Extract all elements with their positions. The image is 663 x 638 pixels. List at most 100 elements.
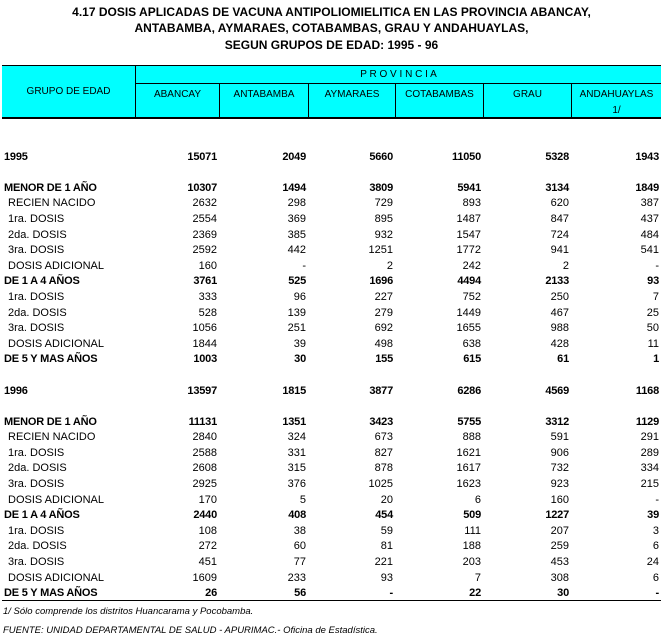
value-cell: 6: [652, 571, 659, 584]
value-cell: 20: [380, 493, 393, 506]
value-cell: -: [302, 259, 306, 272]
value-cell: 59: [380, 524, 393, 537]
table-row: MENOR DE 1 AÑO 10307 1494 3809 5941 3134 1849: [2, 181, 661, 197]
value-cell: 525: [288, 275, 306, 288]
value-cell: 96: [293, 290, 306, 303]
value-cell: 11: [647, 337, 659, 350]
value-cell: 242: [462, 259, 481, 272]
table-row: 1ra. DOSIS 333 96 227 752 250 7: [2, 290, 661, 306]
row-label: DOSIS ADICIONAL: [8, 571, 104, 584]
row-label: RECIEN NACIDO: [8, 197, 96, 210]
value-cell: 93: [647, 275, 659, 288]
value-cell: 56: [294, 587, 306, 600]
source-note: FUENTE: UNIDAD DEPARTAMENTAL DE SALUD - …: [3, 625, 378, 636]
row-label: DE 1 A 4 AÑOS: [4, 275, 80, 288]
value-cell: 2369: [192, 228, 217, 241]
value-cell: 39: [647, 509, 659, 522]
value-cell: 1003: [193, 353, 217, 366]
value-cell: 923: [550, 478, 569, 491]
value-cell: 203: [462, 556, 481, 569]
value-cell: 2840: [192, 431, 217, 444]
value-cell: 541: [640, 244, 659, 257]
value-cell: 752: [462, 290, 481, 303]
value-cell: 251: [287, 322, 306, 335]
value-cell: 732: [550, 462, 569, 475]
header-column: ANDAHUAYLAS 1/: [571, 84, 661, 117]
value-cell: 3423: [369, 415, 393, 428]
table-row: 2da. DOSIS 272 60 81 188 259 6: [2, 539, 661, 555]
value-cell: 5328: [545, 150, 569, 163]
spacer-cell: [2, 134, 661, 150]
value-cell: 6: [474, 493, 481, 506]
spacer-cell: [2, 399, 661, 415]
value-cell: 279: [374, 306, 393, 319]
value-cell: 509: [463, 509, 481, 522]
table-row: 2da. DOSIS 528 139 279 1449 467 25: [2, 306, 661, 322]
value-cell: 215: [640, 478, 659, 491]
row-label: 1ra. DOSIS: [8, 524, 65, 537]
value-cell: 26: [205, 587, 217, 600]
value-cell: 615: [463, 353, 481, 366]
value-cell: 442: [287, 244, 306, 257]
value-cell: 6: [652, 540, 659, 553]
table-row: 3ra. DOSIS 1056 251 692 1655 988 50: [2, 321, 661, 337]
value-cell: 81: [380, 540, 393, 553]
value-cell: 11050: [452, 150, 481, 163]
table-row: DOSIS ADICIONAL 170 5 20 6 160 -: [2, 493, 661, 509]
value-cell: 2588: [192, 446, 217, 459]
header-column-label: ABANCAY: [153, 89, 202, 100]
table-row: 1996 13597 1815 3877 6286 4569 1168: [2, 384, 661, 400]
value-cell: 2: [562, 259, 569, 272]
row-label: DE 1 A 4 AÑOS: [4, 509, 80, 522]
value-cell: 1025: [368, 478, 393, 491]
value-cell: 2: [386, 259, 393, 272]
row-label: RECIEN NACIDO: [8, 431, 96, 444]
value-cell: 528: [198, 306, 217, 319]
value-cell: 467: [550, 306, 569, 319]
value-cell: 7: [474, 571, 481, 584]
value-cell: 160: [550, 493, 569, 506]
value-cell: 155: [375, 353, 393, 366]
value-cell: 308: [550, 571, 569, 584]
value-cell: 1129: [635, 415, 659, 428]
value-cell: -: [655, 493, 659, 506]
table-row: DOSIS ADICIONAL 1844 39 498 638 428 11: [2, 337, 661, 353]
value-cell: 387: [640, 197, 659, 210]
value-cell: 1621: [456, 446, 481, 459]
value-cell: 315: [287, 462, 306, 475]
value-cell: 988: [550, 322, 569, 335]
value-cell: 289: [640, 446, 659, 459]
value-cell: 227: [374, 290, 393, 303]
value-cell: 1609: [192, 571, 217, 584]
value-cell: 3761: [193, 275, 217, 288]
value-cell: 2133: [545, 275, 569, 288]
row-label: MENOR DE 1 AÑO: [4, 181, 97, 194]
table-header: GRUPO DE EDAD P R O V I N C I A ABANCAY A…: [2, 65, 661, 119]
value-cell: 1168: [635, 384, 659, 397]
header-column: ANTABAMBA: [219, 84, 308, 117]
value-cell: 2440: [193, 509, 217, 522]
value-cell: 15071: [187, 150, 217, 163]
header-footnote-marker: 1/: [612, 105, 621, 116]
row-label: 2da. DOSIS: [8, 228, 67, 241]
value-cell: 139: [287, 306, 306, 319]
row-label: 1996: [4, 384, 28, 397]
header-column-label: GRAU: [513, 89, 542, 100]
value-cell: 3134: [545, 181, 569, 194]
value-cell: 30: [557, 587, 569, 600]
value-cell: 906: [550, 446, 569, 459]
value-cell: 3809: [369, 181, 393, 194]
value-cell: 1056: [192, 322, 217, 335]
value-cell: -: [389, 587, 394, 600]
table-row: DOSIS ADICIONAL 160 - 2 242 2 -: [2, 259, 661, 275]
value-cell: 160: [198, 259, 217, 272]
value-cell: 1251: [368, 244, 393, 257]
row-label: 3ra. DOSIS: [8, 322, 65, 335]
value-cell: 1: [653, 353, 659, 366]
header-column-label: AYMARAES: [324, 89, 380, 100]
header-column: GRAU: [483, 84, 571, 117]
value-cell: 638: [462, 337, 481, 350]
value-cell: 22: [469, 587, 481, 600]
header-grupo-de-edad: GRUPO DE EDAD: [26, 86, 111, 97]
table-row: DE 5 Y MAS AÑOS 1003 30 155 615 61 1: [2, 352, 661, 368]
